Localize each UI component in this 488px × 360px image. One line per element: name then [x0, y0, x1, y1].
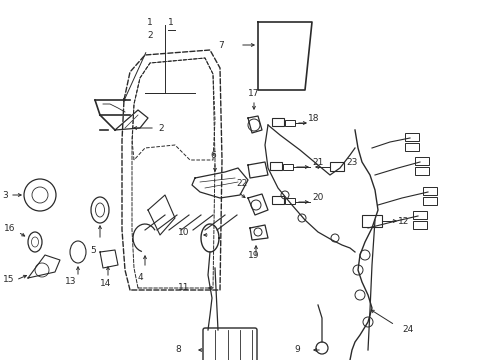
Text: 14: 14: [100, 279, 111, 288]
Text: 7: 7: [218, 41, 224, 50]
Text: 20: 20: [311, 193, 323, 202]
Text: 1: 1: [168, 18, 173, 27]
Bar: [404, 133, 418, 141]
Bar: [285, 120, 294, 126]
Bar: [271, 196, 284, 204]
Text: 22: 22: [236, 179, 247, 188]
Text: 18: 18: [307, 113, 319, 122]
Text: 12: 12: [397, 216, 408, 225]
Bar: [412, 211, 426, 219]
Bar: [269, 162, 282, 170]
Text: 2: 2: [158, 123, 163, 132]
Text: 10: 10: [178, 228, 189, 237]
Text: 4: 4: [138, 274, 143, 283]
Text: 3: 3: [2, 190, 8, 199]
Bar: [271, 118, 284, 126]
Text: 24: 24: [401, 325, 412, 334]
Text: 5: 5: [90, 246, 96, 255]
Text: 15: 15: [3, 275, 15, 284]
Bar: [414, 157, 428, 165]
Text: 6: 6: [209, 150, 215, 159]
Text: 23: 23: [346, 158, 357, 166]
Bar: [283, 164, 292, 170]
Bar: [412, 221, 426, 229]
Text: 19: 19: [247, 251, 259, 260]
Text: 16: 16: [4, 224, 16, 233]
Text: 17: 17: [247, 89, 259, 98]
Text: 2: 2: [147, 31, 152, 40]
Bar: [414, 167, 428, 175]
Text: 21: 21: [311, 158, 323, 166]
Bar: [404, 143, 418, 151]
Bar: [422, 197, 436, 205]
Bar: [285, 198, 294, 204]
Text: 11: 11: [178, 284, 189, 292]
Bar: [422, 187, 436, 195]
Text: 9: 9: [293, 346, 299, 355]
Text: 8: 8: [175, 346, 181, 355]
Text: 13: 13: [65, 278, 76, 287]
Text: 1: 1: [147, 18, 152, 27]
Bar: [361, 215, 381, 227]
Bar: [329, 162, 343, 171]
